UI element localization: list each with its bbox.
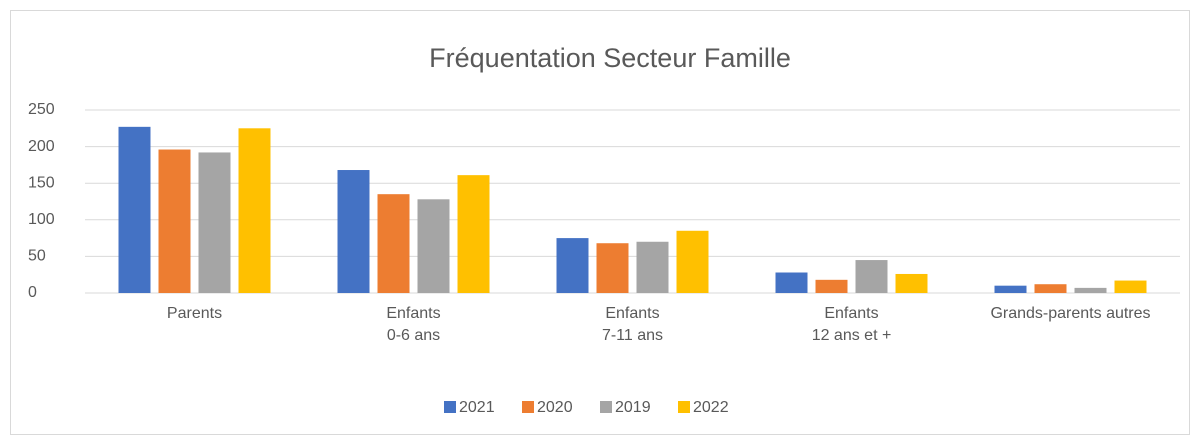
bar [1074,287,1107,293]
bar [855,260,888,293]
legend-swatch [678,401,690,413]
legend-label: 2020 [537,399,573,416]
legend-swatch [444,401,456,413]
y-tick-label: 0 [28,284,37,301]
bar [676,230,709,293]
bar [596,243,629,293]
y-tick-label: 200 [28,138,55,155]
x-tick-label: Enfants 12 ans et + [811,305,892,344]
legend-swatch [522,401,534,413]
bar [994,285,1027,293]
bar [417,199,450,293]
y-tick-label: 50 [28,248,46,265]
legend-label: 2019 [615,399,651,416]
bar [118,126,151,293]
bar [815,279,848,293]
legend-label: 2022 [693,399,729,416]
bar [238,128,271,293]
x-tick-label: Enfants 0-6 ans [386,305,441,344]
y-tick-label: 100 [28,211,55,228]
x-tick-label: Enfants 7-11 ans [601,305,664,344]
legend-label: 2021 [459,399,495,416]
x-tick-label: Parents [166,305,223,322]
bar [775,272,808,293]
bar [556,238,589,293]
bar [377,194,410,293]
bar [337,170,370,293]
chart-title: Fréquentation Secteur Famille [429,43,791,73]
bar [895,273,928,293]
y-tick-label: 250 [28,101,55,118]
y-tick-label: 150 [28,174,55,191]
bar [1114,280,1147,293]
bar [636,241,669,293]
bar [457,175,490,293]
bar [158,149,191,293]
bar [198,152,231,293]
bar [1034,284,1067,293]
x-tick-label: Grands-parents autres [990,305,1151,322]
legend-swatch [600,401,612,413]
chart-border [10,10,1190,435]
